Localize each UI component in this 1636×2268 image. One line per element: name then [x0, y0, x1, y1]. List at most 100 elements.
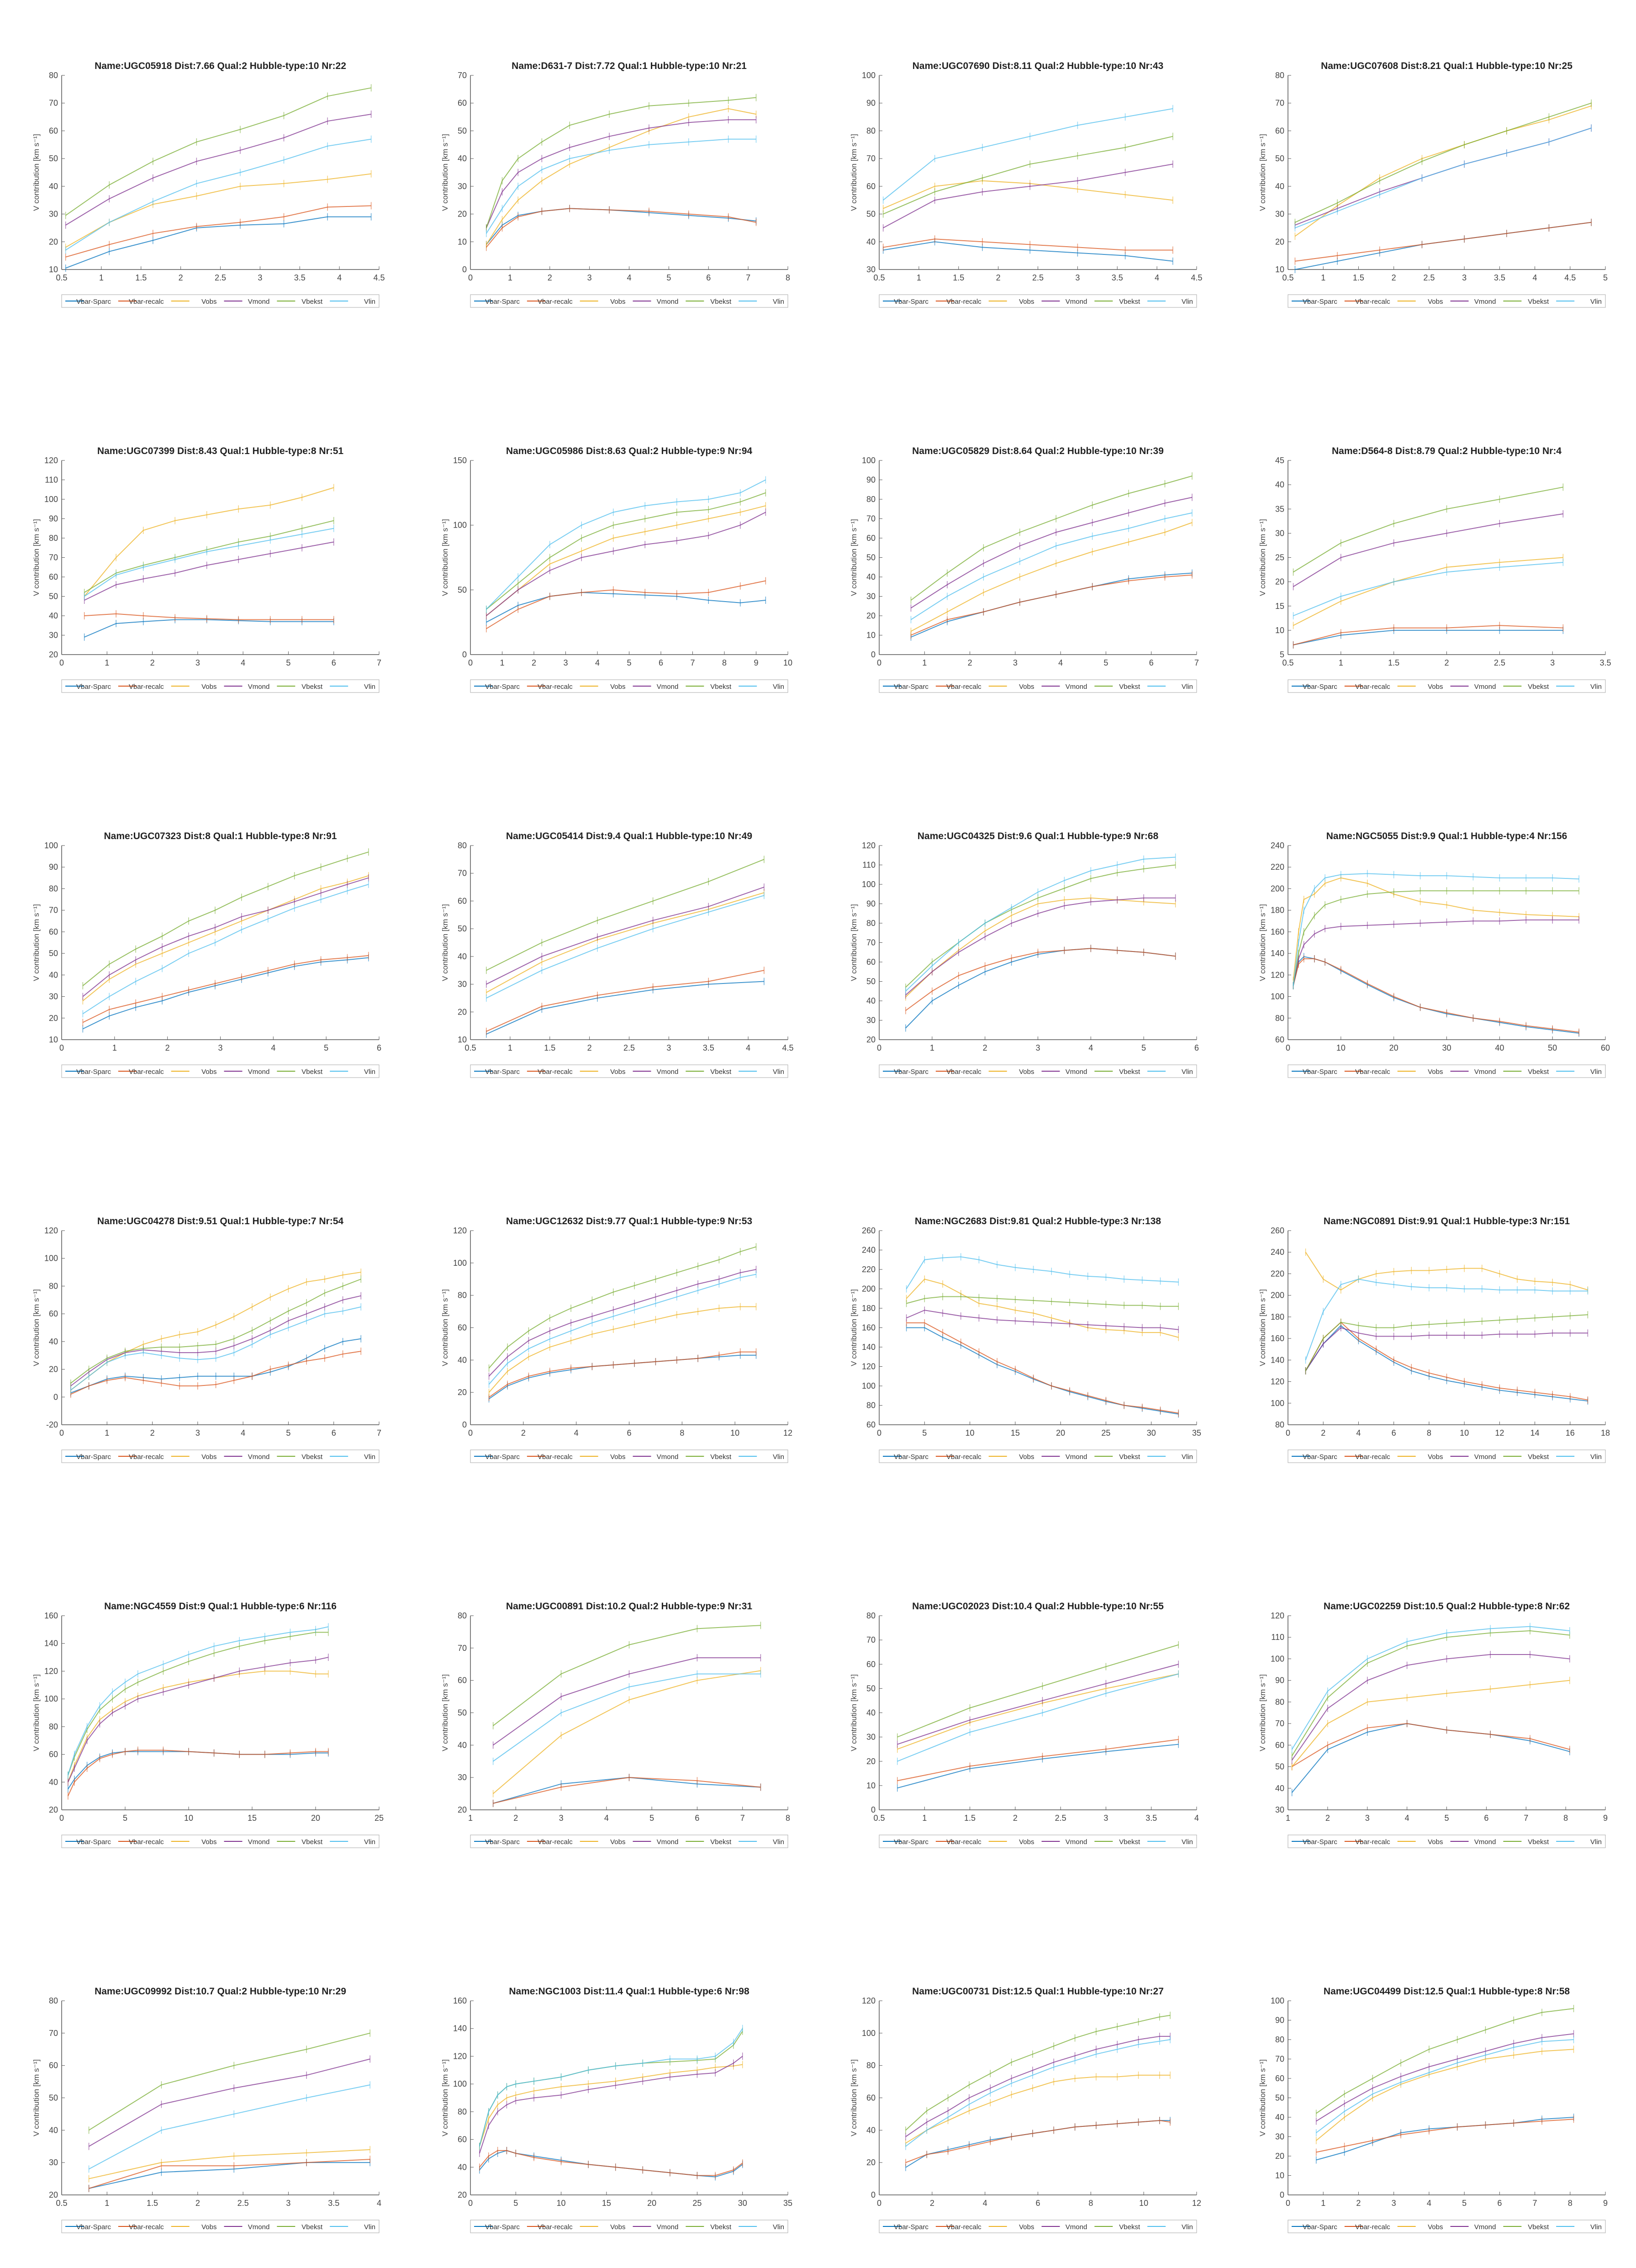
y-axis-label: V contribution [km s⁻¹] [1258, 519, 1267, 596]
x-tick-label: 3 [218, 1043, 222, 1052]
series-line-vlin [493, 1673, 761, 1762]
y-axis-label: V contribution [km s⁻¹] [850, 519, 858, 596]
legend: Vbar-Sparc Vbar-recalc Vobs Vmond Vbekst Vlin [61, 2220, 380, 2233]
y-tick-label: 40 [49, 1337, 58, 1346]
legend-label: Vbar-Sparc [894, 683, 929, 691]
y-tick-label: 220 [862, 1265, 876, 1274]
subplot-title: Name:UGC04278 Dist:9.51 Qual:1 Hubble-ty… [97, 1216, 343, 1227]
x-tick-label: 3 [559, 1813, 564, 1823]
legend-label: Vbar-Sparc [76, 1068, 111, 1076]
x-tick-label: 5 [513, 2199, 518, 2208]
y-tick-label: 30 [49, 210, 58, 219]
legend-label: Vbekst [301, 1453, 323, 1461]
x-tick-label: 1 [105, 1428, 109, 1438]
series-line-vlin [1293, 562, 1563, 616]
legend-box [61, 1064, 380, 1078]
y-tick-label: 10 [458, 237, 467, 246]
subplot-title: Name:UGC00891 Dist:10.2 Qual:2 Hubble-ty… [506, 1601, 752, 1612]
x-tick-label: 7 [740, 1813, 745, 1823]
x-tick-label: 20 [1389, 1043, 1399, 1052]
x-tick-label: 5 [1444, 1813, 1449, 1823]
series-line-vmond [905, 2035, 1171, 2137]
series-line-vbar-sparc [82, 957, 369, 1030]
x-tick-label: 2 [1392, 273, 1396, 282]
x-tick-label: 2 [1013, 1813, 1018, 1823]
series-line-vbar-sparc [906, 1327, 1179, 1415]
legend-box [1288, 294, 1606, 308]
y-tick-label: 90 [1275, 2016, 1284, 2025]
series-line-vlin [488, 1274, 756, 1385]
series-line-vbar-sparc [1316, 2117, 1574, 2161]
y-tick-label: 70 [1275, 2055, 1284, 2064]
y-tick-label: 0 [462, 265, 467, 274]
legend-label: Vmond [657, 1838, 679, 1846]
legend-label: Vobs [610, 1453, 625, 1461]
y-tick-label: 90 [49, 514, 58, 523]
x-tick-label: 3 [195, 1428, 200, 1438]
x-tick-label: 7 [1533, 2199, 1537, 2208]
y-tick-label: 30 [458, 182, 467, 191]
y-tick-label: 80 [458, 2107, 467, 2116]
y-tick-label: 50 [1275, 1762, 1284, 1771]
legend-label: Vbar-Sparc [76, 683, 111, 691]
x-tick-label: 20 [647, 2199, 656, 2208]
x-tick-label: 4 [1088, 1043, 1093, 1052]
legend: Vbar-Sparc Vbar-recalc Vobs Vmond Vbekst Vlin [61, 679, 380, 693]
legend-label: Vlin [1590, 2223, 1602, 2231]
legend-label: Vmond [1066, 2223, 1087, 2231]
y-axis-label: V contribution [km s⁻¹] [32, 519, 41, 596]
series-line-vbar-sparc [493, 1777, 761, 1804]
x-tick-label: 4 [1405, 1813, 1409, 1823]
legend-label: Vobs [201, 1453, 216, 1461]
x-tick-label: 4.5 [1564, 273, 1576, 282]
series-line-vbekst [486, 492, 766, 610]
y-tick-label: 70 [866, 938, 876, 947]
y-tick-label: 50 [458, 1708, 467, 1718]
y-tick-label: 10 [866, 1781, 876, 1790]
x-tick-label: 6 [332, 1428, 336, 1438]
subplot-title: Name:UGC04325 Dist:9.6 Qual:1 Hubble-typ… [918, 831, 1159, 841]
legend-box [61, 294, 380, 308]
x-tick-label: 6 [1149, 658, 1154, 667]
x-tick-label: 5 [286, 1428, 290, 1438]
legend-box [879, 1064, 1197, 1078]
legend-label: Vlin [1182, 1453, 1193, 1461]
y-tick-label: 0 [462, 650, 467, 659]
legend-label: Vbar-Sparc [1303, 1068, 1337, 1076]
x-tick-label: 0 [468, 658, 473, 667]
x-tick-label: 4.5 [782, 1043, 793, 1052]
legend-label: Vbekst [710, 2223, 732, 2231]
series-line-vmond [65, 114, 371, 226]
x-tick-label: 8 [1088, 2199, 1093, 2208]
y-tick-label: 0 [1280, 2190, 1284, 2199]
y-tick-label: 20 [49, 1365, 58, 1374]
x-tick-label: 6 [695, 1813, 699, 1823]
y-tick-label: 30 [1275, 2132, 1284, 2141]
series-line-vbekst [70, 1279, 361, 1384]
y-tick-label: 260 [1271, 1226, 1284, 1235]
y-tick-label: 30 [1275, 529, 1284, 538]
x-tick-label: 20 [1056, 1428, 1065, 1438]
x-tick-label: 5 [666, 273, 671, 282]
x-tick-label: 2.5 [623, 1043, 635, 1052]
series-line-vmond [1293, 513, 1563, 587]
subplot: Name:UGC07608 Dist:8.21 Qual:1 Hubble-ty… [1258, 61, 1608, 308]
legend-label: Vbar-Sparc [485, 1453, 520, 1461]
subplot: Name:UGC07323 Dist:8 Qual:1 Hubble-type:… [32, 831, 381, 1078]
legend-label: Vbekst [1119, 683, 1140, 691]
legend-label: Vlin [773, 298, 784, 306]
series-line-vbar-recalc [488, 1351, 756, 1398]
x-tick-label: 15 [1011, 1428, 1020, 1438]
x-tick-label: 9 [1603, 2199, 1608, 2208]
subplot-title: Name:NGC5055 Dist:9.9 Qual:1 Hubble-type… [1326, 831, 1567, 841]
series-line-vobs [67, 1671, 328, 1782]
series-line-vbar-recalc [65, 205, 371, 258]
y-tick-label: 80 [1275, 1697, 1284, 1707]
series-line-vbekst [488, 1246, 756, 1369]
series-line-vbar-sparc [68, 1751, 328, 1790]
series-line-vbar-recalc [911, 574, 1193, 636]
legend-label: Vmond [1474, 1068, 1496, 1076]
legend-label: Vbar-Sparc [485, 683, 520, 691]
y-tick-label: 80 [49, 71, 58, 80]
